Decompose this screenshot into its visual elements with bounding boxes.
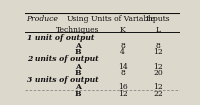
Text: A: A <box>75 63 81 71</box>
Text: 16: 16 <box>118 83 128 91</box>
Text: A: A <box>75 42 81 50</box>
Text: Produce: Produce <box>27 15 58 23</box>
Text: 3 units of output: 3 units of output <box>27 76 98 84</box>
Text: 12: 12 <box>153 63 163 71</box>
Text: 12: 12 <box>118 90 128 98</box>
Text: 20: 20 <box>153 69 163 77</box>
Text: Techniques: Techniques <box>56 26 99 34</box>
Text: B: B <box>74 69 81 77</box>
Text: 14: 14 <box>118 63 128 71</box>
Text: 4: 4 <box>120 48 125 56</box>
Text: 1 unit of output: 1 unit of output <box>27 34 94 42</box>
Text: 8: 8 <box>120 69 125 77</box>
Text: 2 units of output: 2 units of output <box>27 55 98 63</box>
Text: 12: 12 <box>153 48 163 56</box>
Text: 8: 8 <box>120 42 125 50</box>
Text: Units of Variable: Units of Variable <box>91 15 155 23</box>
Text: Using: Using <box>66 15 89 23</box>
Text: B: B <box>74 90 81 98</box>
Text: L: L <box>156 26 161 34</box>
Text: A: A <box>75 83 81 91</box>
Text: B: B <box>74 48 81 56</box>
Text: K: K <box>120 26 126 34</box>
Text: 22: 22 <box>153 90 163 98</box>
Text: 8: 8 <box>156 42 161 50</box>
Text: Inputs: Inputs <box>146 15 171 23</box>
Text: 12: 12 <box>153 83 163 91</box>
